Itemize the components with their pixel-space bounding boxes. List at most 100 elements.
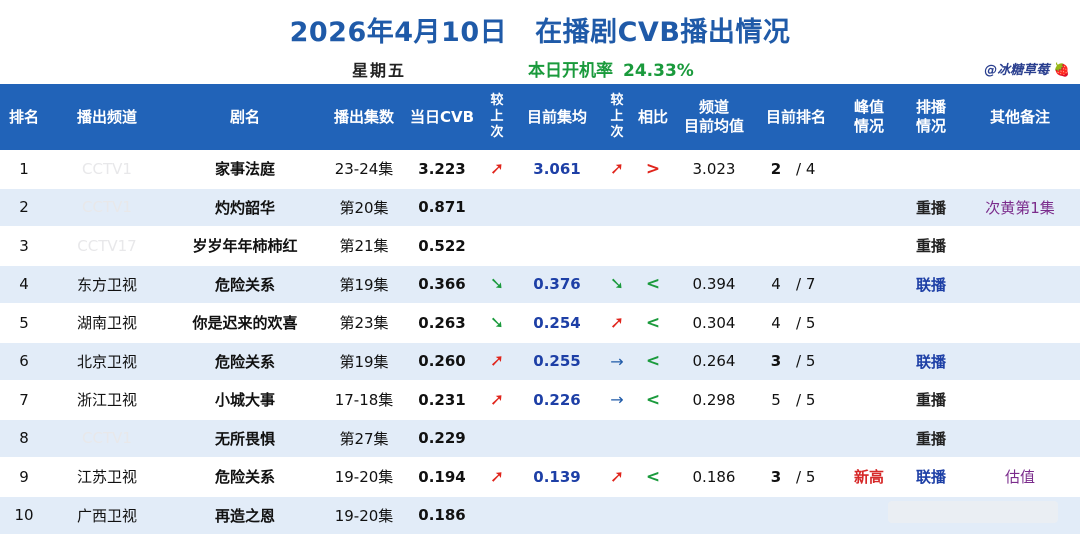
rank-cell: 4 bbox=[0, 265, 48, 304]
peak-cell: 新高 bbox=[836, 457, 902, 497]
header-schedule-line2: 情况 bbox=[915, 117, 946, 135]
cvb-trend-cell: ➘ bbox=[480, 303, 514, 343]
header-avg-vs-prev-text: 较上次 bbox=[610, 93, 624, 140]
cvb-trend-cell: ➚ bbox=[480, 380, 514, 420]
current-rank-value: 3 bbox=[770, 352, 782, 371]
current-rank-total: / 5 bbox=[796, 313, 816, 332]
episodes-cell: 23-24集 bbox=[324, 150, 404, 189]
avg-cell: 0.254 bbox=[514, 303, 600, 343]
header-drama: 剧名 bbox=[166, 84, 324, 150]
cvb-cell: 0.194 bbox=[404, 457, 480, 497]
header-peak-line2: 情况 bbox=[853, 117, 884, 135]
peak-cell bbox=[836, 150, 902, 189]
header-compare: 相比 bbox=[634, 84, 672, 150]
cvb-cell: 0.871 bbox=[404, 188, 480, 227]
notes-cell: 估值 bbox=[960, 457, 1080, 497]
less-than-icon: < bbox=[645, 312, 661, 333]
compare-cell: < bbox=[634, 457, 672, 497]
open-rate-value: 24.33% bbox=[623, 61, 694, 81]
channel-avg-cell bbox=[672, 419, 756, 458]
drama-cell: 家事法庭 bbox=[166, 150, 324, 189]
arrow-down-icon: ➘ bbox=[489, 312, 505, 333]
channel-avg-cell bbox=[672, 496, 756, 535]
current-rank-cell bbox=[756, 226, 836, 266]
table-row: 8 CCTV1 无所畏惧 第27集 0.229 重播 bbox=[0, 419, 1080, 458]
cvb-cell: 0.229 bbox=[404, 419, 480, 458]
table-row: 1 CCTV1 家事法庭 23-24集 3.223 ➚ 3.061 ➚ >3.023 2 / 4 bbox=[0, 150, 1080, 189]
table-header-row: 排名 播出频道 剧名 播出集数 当日CVB 较上次 目前集均 较上次 相比 频道… bbox=[0, 84, 1080, 150]
cvb-cell: 3.223 bbox=[404, 150, 480, 189]
header-channel-avg: 频道 目前均值 bbox=[672, 84, 756, 150]
current-rank-cell bbox=[756, 419, 836, 458]
cvb-cell: 0.186 bbox=[404, 496, 480, 535]
avg-cell bbox=[514, 188, 600, 227]
episodes-cell: 第23集 bbox=[324, 303, 404, 343]
avg-trend-cell: → bbox=[600, 342, 634, 381]
channel-cell: 湖南卫视 bbox=[48, 303, 166, 343]
notes-cell: 次黄第1集 bbox=[960, 188, 1080, 227]
table-row: 6 北京卫视 危险关系 第19集 0.260 ➚ 0.255 → <0.264 3 / 5 联播 bbox=[0, 342, 1080, 381]
blurred-watermark bbox=[888, 501, 1058, 523]
header-peak: 峰值 情况 bbox=[836, 84, 902, 150]
compare-cell: < bbox=[634, 303, 672, 343]
header-channel-avg-line2: 目前均值 bbox=[683, 117, 744, 135]
channel-avg-cell: 0.298 bbox=[672, 380, 756, 420]
arrow-down-icon: ➘ bbox=[609, 274, 625, 295]
episodes-cell: 17-18集 bbox=[324, 380, 404, 420]
compare-cell bbox=[634, 188, 672, 227]
notes-cell bbox=[960, 265, 1080, 304]
schedule-cell bbox=[902, 150, 960, 189]
header-current-rank: 目前排名 bbox=[756, 84, 836, 150]
current-rank-total: / 5 bbox=[796, 467, 816, 486]
arrow-down-icon: ➘ bbox=[489, 274, 505, 295]
channel-cell: CCTV1 bbox=[48, 188, 166, 227]
schedule-cell: 重播 bbox=[902, 226, 960, 266]
channel-avg-cell bbox=[672, 188, 756, 227]
current-rank-value: 4 bbox=[771, 313, 781, 332]
cvb-cell: 0.263 bbox=[404, 303, 480, 343]
current-rank-cell: 4 / 7 bbox=[756, 265, 836, 304]
weekday-label: 星期五 bbox=[352, 61, 407, 80]
notes-cell bbox=[960, 303, 1080, 343]
less-than-icon: < bbox=[645, 389, 661, 410]
arrow-up-icon: ➚ bbox=[609, 158, 625, 179]
avg-trend-cell: → bbox=[600, 380, 634, 420]
episodes-cell: 第19集 bbox=[324, 342, 404, 381]
avg-cell bbox=[514, 419, 600, 458]
arrow-up-icon: ➚ bbox=[609, 466, 625, 487]
ratings-table: 排名 播出频道 剧名 播出集数 当日CVB 较上次 目前集均 较上次 相比 频道… bbox=[0, 84, 1080, 535]
less-than-icon: < bbox=[645, 466, 661, 487]
title-main: 在播剧CVB播出情况 bbox=[535, 17, 791, 48]
drama-cell: 小城大事 bbox=[166, 380, 324, 420]
page-title: 2026年4月10日 在播剧CVB播出情况 bbox=[0, 10, 1080, 49]
notes-cell bbox=[960, 419, 1080, 458]
current-rank-cell: 3 / 5 bbox=[756, 457, 836, 497]
current-rank-cell: 5 / 5 bbox=[756, 380, 836, 420]
rank-cell: 7 bbox=[0, 380, 48, 420]
title-date: 2026年4月10日 bbox=[289, 17, 508, 48]
channel-avg-cell: 0.394 bbox=[672, 265, 756, 304]
header-channel: 播出频道 bbox=[48, 84, 166, 150]
open-rate-label: 本日开机率 bbox=[528, 61, 613, 81]
header-schedule-line1: 排播 bbox=[915, 98, 946, 116]
avg-trend-cell: ➚ bbox=[600, 150, 634, 189]
table-row: 7 浙江卫视 小城大事 17-18集 0.231 ➚ 0.226 → <0.298 5 / 5 重播 bbox=[0, 380, 1080, 420]
channel-cell: CCTV1 bbox=[48, 150, 166, 189]
channel-avg-cell bbox=[672, 226, 756, 266]
arrow-up-icon: ➚ bbox=[489, 158, 505, 179]
header-avg: 目前集均 bbox=[514, 84, 600, 150]
table-row: 9 江苏卫视 危险关系 19-20集 0.194 ➚ 0.139 ➚ <0.186 3 / 5 新高联… bbox=[0, 457, 1080, 497]
cvb-cell: 0.522 bbox=[404, 226, 480, 266]
rank-cell: 10 bbox=[0, 496, 48, 535]
channel-cell: CCTV17 bbox=[48, 226, 166, 266]
avg-trend-cell: ➚ bbox=[600, 303, 634, 343]
schedule-cell: 重播 bbox=[902, 419, 960, 458]
episodes-cell: 第27集 bbox=[324, 419, 404, 458]
current-rank-cell: 2 / 4 bbox=[756, 150, 836, 189]
author-name: @冰糖草莓 bbox=[984, 63, 1050, 78]
drama-cell: 无所畏惧 bbox=[166, 419, 324, 458]
compare-cell bbox=[634, 226, 672, 266]
table-row: 2 CCTV1 灼灼韶华 第20集 0.871 重播 次黄第1集 bbox=[0, 188, 1080, 227]
avg-trend-cell bbox=[600, 419, 634, 458]
